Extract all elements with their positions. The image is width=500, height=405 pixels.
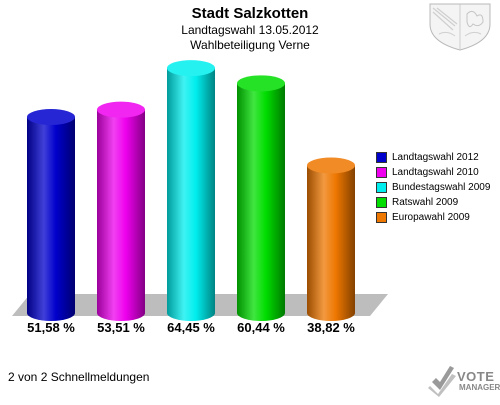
bar-value-label: 38,82 % xyxy=(307,320,355,335)
brand-manager-text: MANAGER xyxy=(459,383,500,392)
legend-label: Landtagswahl 2010 xyxy=(392,167,479,178)
bar-value-label: 64,45 % xyxy=(167,320,215,335)
bar-top-cap xyxy=(237,75,285,92)
bar-top-cap xyxy=(307,157,355,174)
bar-body xyxy=(307,165,355,321)
vote-manager-logo-icon xyxy=(428,366,456,397)
legend-item: Landtagswahl 2012 xyxy=(376,150,490,165)
legend-swatch xyxy=(376,167,387,178)
legend-item: Bundestagswahl 2009 xyxy=(376,180,490,195)
legend-label: Ratswahl 2009 xyxy=(392,197,459,208)
legend-label: Landtagswahl 2012 xyxy=(392,152,479,163)
legend-label: Bundestagswahl 2009 xyxy=(392,182,491,193)
bar-top-cap xyxy=(167,60,215,77)
legend-item: Europawahl 2009 xyxy=(376,210,490,225)
chart-title: Stadt Salzkotten xyxy=(191,5,309,22)
legend-item: Ratswahl 2009 xyxy=(376,195,490,210)
legend-swatch xyxy=(376,212,387,223)
bar-body xyxy=(237,83,285,321)
legend-swatch xyxy=(376,152,387,163)
bar-value-label: 51,58 % xyxy=(27,320,75,335)
bar-top-cap xyxy=(27,108,75,125)
coat-of-arms-icon xyxy=(429,3,491,51)
brand-vote-text: VOTE xyxy=(457,369,495,384)
bar-body xyxy=(167,68,215,321)
legend-swatch xyxy=(376,197,387,208)
chart-subtitle-district: Wahlbeteiligung Verne xyxy=(190,38,310,52)
bar-top-cap xyxy=(97,101,145,118)
bar-body xyxy=(27,116,75,321)
bar-value-label: 53,51 % xyxy=(97,320,145,335)
chart-legend: Landtagswahl 2012 Landtagswahl 2010 Bundes… xyxy=(376,150,490,225)
chart-subtitle-date: Landtagswahl 13.05.2012 xyxy=(181,23,319,37)
legend-swatch xyxy=(376,182,387,193)
footer-status: 2 von 2 Schnellmeldungen xyxy=(8,370,150,384)
bar-body xyxy=(97,109,145,321)
legend-label: Europawahl 2009 xyxy=(392,212,470,223)
bar-value-label: 60,44 % xyxy=(237,320,285,335)
legend-item: Landtagswahl 2010 xyxy=(376,165,490,180)
